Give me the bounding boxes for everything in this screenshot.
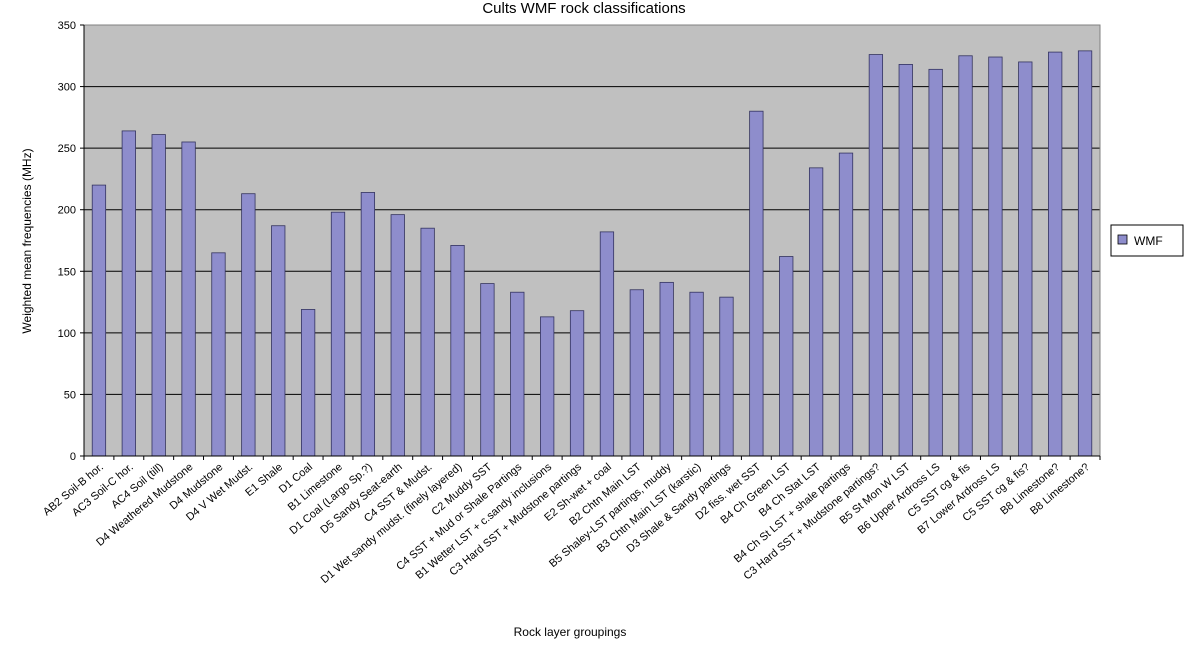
bar bbox=[300, 309, 316, 457]
bar bbox=[838, 152, 854, 457]
bar bbox=[1077, 50, 1093, 457]
y-axis: 0 50 100 150 200 250 300 350 bbox=[58, 20, 85, 463]
bar bbox=[271, 225, 286, 457]
bar bbox=[1048, 51, 1063, 457]
bar bbox=[330, 211, 346, 457]
bar bbox=[569, 310, 585, 457]
legend-swatch bbox=[1117, 234, 1128, 245]
y-tick-label: 300 bbox=[58, 82, 76, 94]
bar bbox=[659, 281, 674, 457]
bar bbox=[450, 245, 465, 457]
y-axis-title: Weighted mean frequencies (MHz) bbox=[20, 148, 34, 333]
bar bbox=[719, 296, 734, 457]
legend-label: WMF bbox=[1134, 234, 1163, 248]
y-tick-label: 50 bbox=[64, 389, 76, 401]
chart-title: Cults WMF rock classifications bbox=[482, 0, 685, 17]
bar bbox=[898, 64, 913, 457]
bar bbox=[540, 316, 555, 457]
y-tick-label: 150 bbox=[58, 266, 76, 278]
bars bbox=[91, 50, 1093, 457]
bar bbox=[241, 193, 256, 457]
bar bbox=[868, 54, 884, 457]
y-tick-label: 0 bbox=[70, 451, 76, 463]
bar bbox=[689, 291, 704, 457]
bar bbox=[510, 291, 525, 457]
x-axis-title: Rock layer groupings bbox=[514, 625, 627, 639]
bar bbox=[181, 141, 196, 457]
bar bbox=[629, 289, 644, 457]
bar bbox=[749, 110, 764, 457]
y-tick-label: 200 bbox=[58, 205, 76, 217]
bar bbox=[480, 283, 495, 457]
bar bbox=[91, 184, 107, 457]
bar bbox=[390, 214, 405, 457]
y-tick-label: 100 bbox=[58, 328, 76, 340]
bar bbox=[420, 227, 435, 457]
plot-area bbox=[84, 25, 1100, 456]
bar bbox=[988, 56, 1003, 457]
y-tick-label: 250 bbox=[58, 143, 76, 155]
legend: WMF bbox=[1110, 224, 1184, 257]
x-axis: AB2 Soil-B hor.AC3 Soil-C hor.AC4 Soil (… bbox=[41, 455, 1101, 586]
bar bbox=[928, 68, 943, 457]
bar bbox=[958, 55, 973, 457]
bar bbox=[211, 252, 226, 457]
bar bbox=[1018, 61, 1033, 457]
y-tick-label: 350 bbox=[58, 20, 76, 32]
bar bbox=[151, 134, 166, 457]
bar bbox=[360, 192, 376, 457]
bar bbox=[599, 231, 615, 457]
bar bbox=[808, 167, 824, 457]
bar bbox=[779, 256, 794, 457]
bar bbox=[121, 130, 136, 457]
